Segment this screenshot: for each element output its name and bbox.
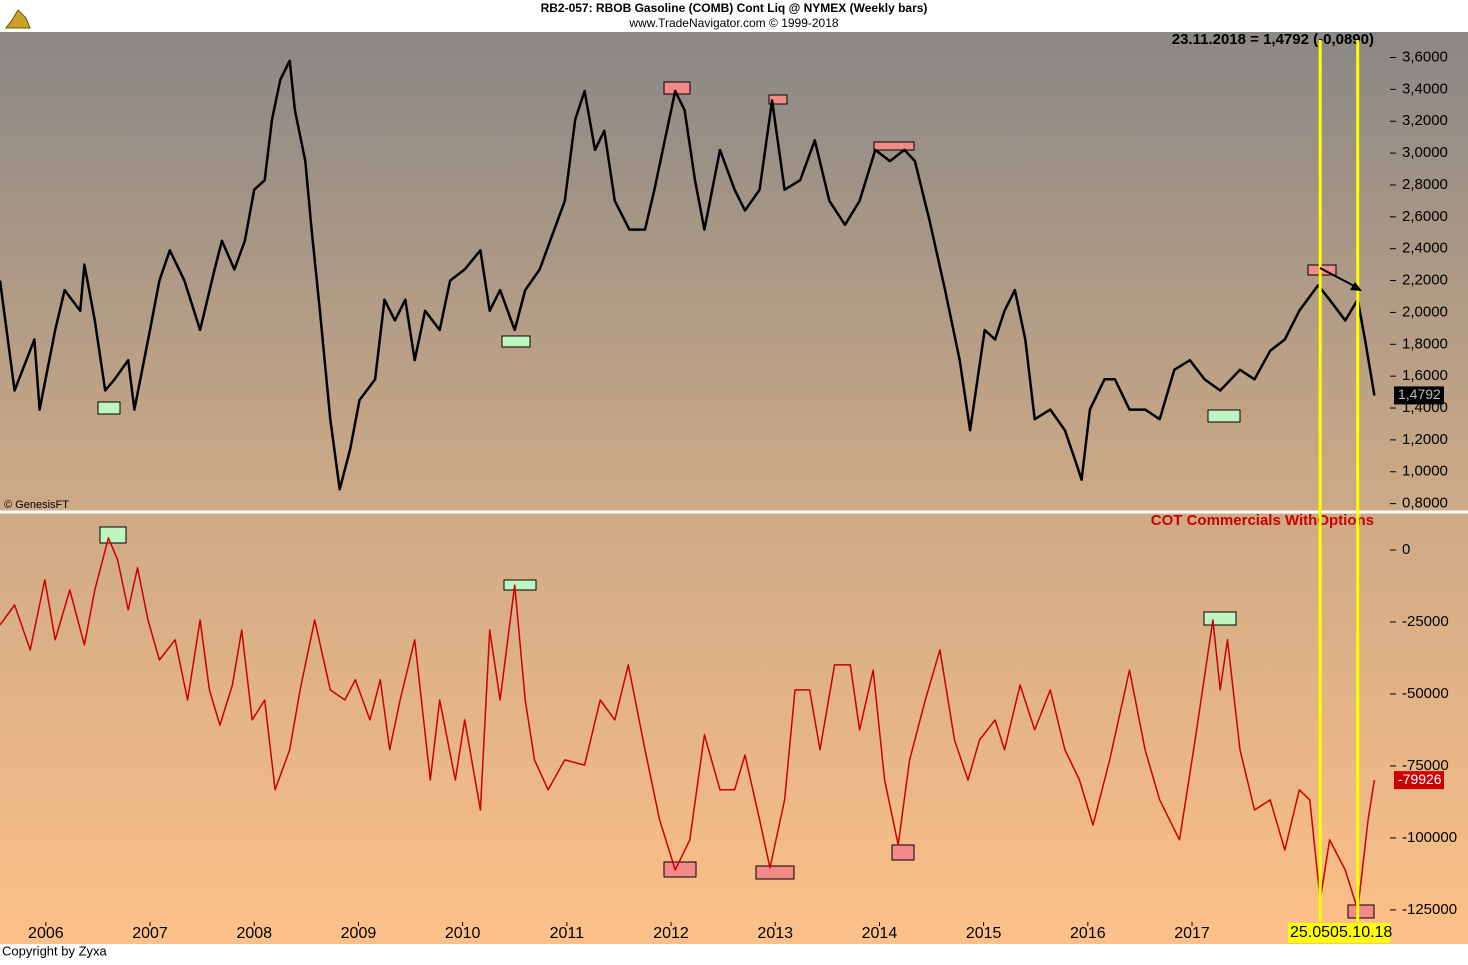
x-tick-label: 2012: [653, 925, 689, 942]
y-tick-label: -25000: [1402, 613, 1449, 630]
y-tick-label: 3,4000: [1402, 80, 1448, 97]
date-marker-label: 25.05: [1290, 924, 1330, 941]
x-tick-label: 2006: [28, 925, 64, 942]
x-tick-label: 2013: [757, 925, 793, 942]
price-annotation: 23.11.2018 = 1,4792 (-0,0890): [1172, 31, 1374, 48]
series-line: [0, 59, 1376, 491]
x-tick-label: 2017: [1174, 925, 1210, 942]
y-tick-label: -75000: [1402, 757, 1449, 774]
x-axis-bg: [0, 922, 1468, 944]
footer: Copyright by Zyxa: [2, 943, 108, 958]
x-tick-label: 2010: [445, 925, 481, 942]
y-tick-label: 0,8000: [1402, 495, 1448, 512]
y-tick-label: 0: [1402, 541, 1410, 558]
plot-bg: [0, 32, 1468, 922]
last-value-box: [1394, 386, 1444, 405]
y-tick-label: 3,0000: [1402, 144, 1448, 161]
y-tick-label: 2,0000: [1402, 303, 1448, 320]
y-tick-label: -50000: [1402, 685, 1449, 702]
last-value-label: -79926: [1398, 771, 1442, 787]
last-value-label: 1,4792: [1398, 386, 1441, 402]
y-tick-label: 2,4000: [1402, 240, 1448, 257]
y-tick-label: 1,0000: [1402, 463, 1448, 480]
y-tick-label: -100000: [1402, 829, 1457, 846]
date-marker-label: 05.10.18: [1330, 924, 1392, 941]
x-tick-label: 2011: [550, 925, 585, 942]
x-tick-label: 2008: [236, 925, 272, 942]
y-tick-label: 2,8000: [1402, 176, 1448, 193]
date-marker-label-bg: [1288, 923, 1390, 943]
header-subtitle: www.TradeNavigator.com © 1999-2018: [628, 16, 838, 30]
plot: 0,80001,00001,20001,40001,60001,80002,00…: [0, 40, 1457, 943]
y-tick-label: 2,6000: [1402, 208, 1448, 225]
y-tick-label: 1,2000: [1402, 431, 1448, 448]
cot-title: COT Commercials WithOptions: [1151, 512, 1374, 529]
header-bg: [0, 0, 1468, 32]
y-tick-label: 2,2000: [1402, 272, 1448, 289]
x-tick-label: 2014: [862, 925, 898, 942]
x-tick-label: 2015: [966, 925, 1002, 942]
header-title: RB2-057: RBOB Gasoline (COMB) Cont Liq @…: [541, 1, 928, 15]
y-tick-label: 1,6000: [1402, 367, 1448, 384]
y-tick-label: -125000: [1402, 901, 1457, 918]
y-tick-label: 3,6000: [1402, 48, 1448, 65]
arrow: [1319, 267, 1362, 291]
last-value-box: [1394, 771, 1444, 790]
x-tick-label: 2016: [1070, 925, 1106, 942]
x-tick-label: 2009: [341, 925, 377, 942]
y-tick-label: 3,2000: [1402, 112, 1448, 129]
y-tick-label: 1,8000: [1402, 335, 1448, 352]
source: © GenesisFT: [4, 499, 69, 511]
series-line: [0, 537, 1376, 911]
logo: [5, 9, 31, 29]
x-tick-label: 2007: [132, 925, 168, 942]
